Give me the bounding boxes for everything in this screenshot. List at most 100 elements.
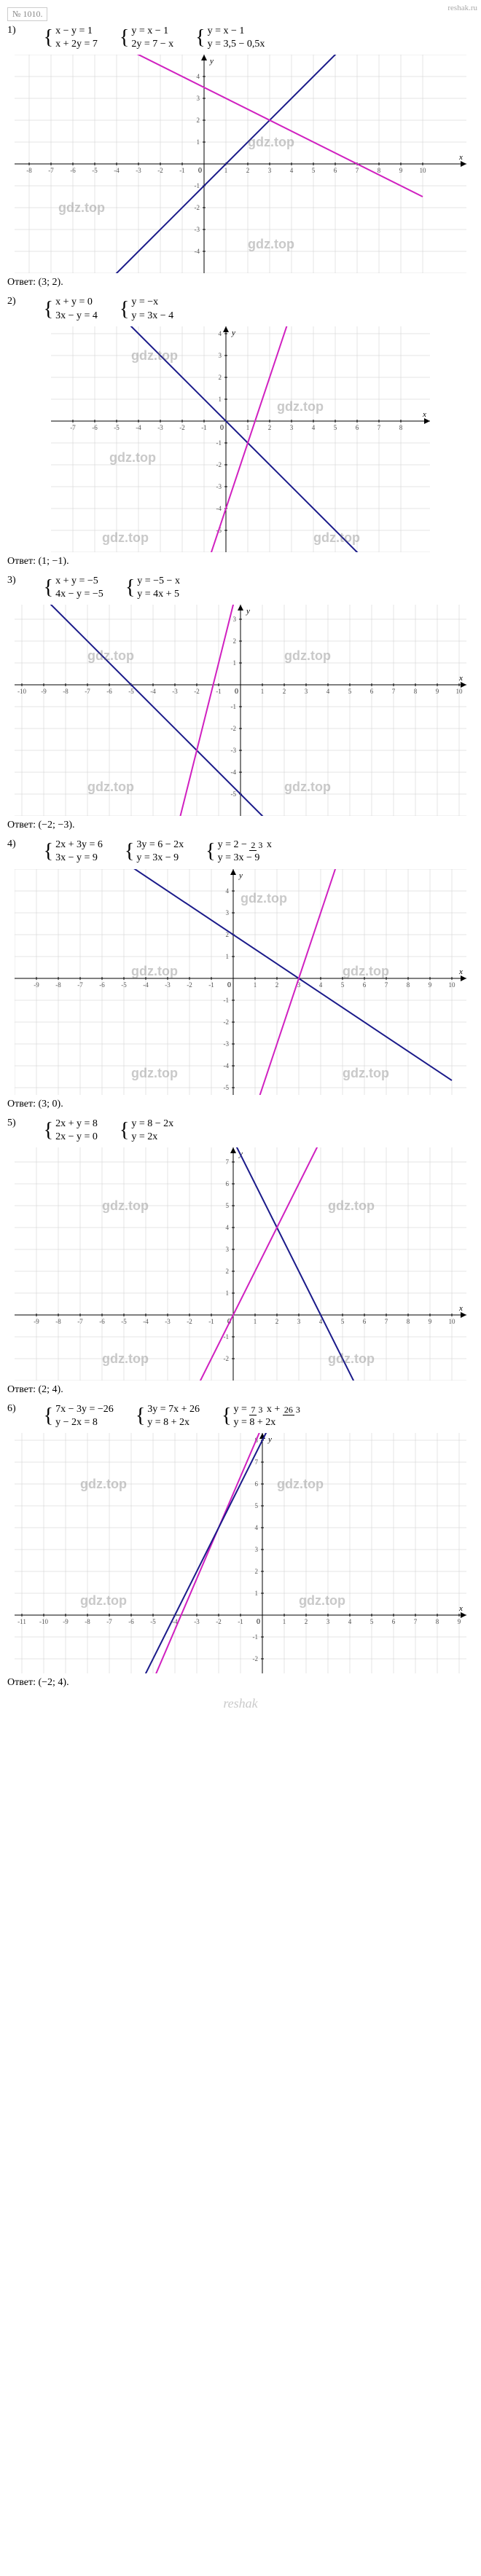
svg-text:-5: -5 bbox=[231, 790, 237, 798]
equation: y = 8 − 2x bbox=[131, 1118, 173, 1131]
svg-text:0: 0 bbox=[220, 424, 224, 432]
svg-text:2: 2 bbox=[283, 688, 286, 695]
svg-text:-3: -3 bbox=[136, 167, 141, 174]
svg-text:-6: -6 bbox=[70, 167, 76, 174]
equation-system: {3y = 6 − 2xy = 3x − 9 bbox=[125, 839, 184, 865]
svg-text:9: 9 bbox=[458, 1618, 461, 1625]
svg-text:-3: -3 bbox=[231, 747, 237, 754]
equation-system: {y = 2 − 23 xy = 3x − 9 bbox=[206, 839, 272, 865]
svg-text:4: 4 bbox=[290, 167, 294, 174]
equation: y = 3,5 − 0,5x bbox=[208, 38, 265, 51]
svg-text:x: x bbox=[458, 967, 463, 976]
equation-system: {y = 8 − 2xy = 2x bbox=[120, 1118, 173, 1144]
svg-text:-10: -10 bbox=[39, 1618, 48, 1625]
svg-text:x: x bbox=[458, 1604, 463, 1613]
equation: 2x + 3y = 6 bbox=[55, 839, 103, 852]
coordinate-graph: -10-9-8-7-6-5-4-3-2-112345678910-5-4-3-2… bbox=[15, 605, 466, 816]
svg-text:-2: -2 bbox=[179, 424, 185, 431]
svg-text:-9: -9 bbox=[41, 688, 47, 695]
svg-text:x: x bbox=[458, 674, 463, 683]
equation-system: {x + y = −54x − y = −5 bbox=[44, 575, 103, 601]
svg-text:3: 3 bbox=[197, 95, 200, 102]
svg-text:8: 8 bbox=[407, 1318, 410, 1325]
svg-text:8: 8 bbox=[399, 424, 403, 431]
problem: 6){7x − 3y = −26y − 2x = 8{3y = 7x + 26y… bbox=[7, 1403, 474, 1689]
problem: 1){x − y = 1x + 2y = 7{y = x − 12y = 7 −… bbox=[7, 25, 474, 288]
svg-text:7: 7 bbox=[385, 1318, 388, 1325]
svg-text:-1: -1 bbox=[216, 688, 222, 695]
svg-text:9: 9 bbox=[429, 1318, 432, 1325]
answer: Ответ: (1; −1). bbox=[7, 556, 474, 568]
svg-text:2: 2 bbox=[226, 1268, 230, 1275]
svg-text:7: 7 bbox=[385, 981, 388, 989]
svg-text:-3: -3 bbox=[216, 483, 222, 490]
coordinate-graph: -7-6-5-4-3-2-112345678-5-4-3-2-11234yx0 bbox=[51, 326, 430, 552]
svg-text:-3: -3 bbox=[165, 1318, 171, 1325]
equation: 2y = 7 − x bbox=[131, 38, 173, 51]
svg-text:-8: -8 bbox=[55, 981, 61, 989]
equation: y = x − 1 bbox=[131, 25, 173, 38]
svg-text:-1: -1 bbox=[231, 703, 237, 710]
svg-text:0: 0 bbox=[227, 981, 231, 989]
svg-text:-5: -5 bbox=[114, 424, 120, 431]
equation: y = 3x − 9 bbox=[136, 852, 184, 865]
svg-text:-2: -2 bbox=[216, 461, 222, 468]
svg-text:2: 2 bbox=[268, 424, 272, 431]
equation: y = 8 + 2x bbox=[147, 1416, 200, 1429]
svg-text:-7: -7 bbox=[85, 688, 90, 695]
svg-text:6: 6 bbox=[334, 167, 337, 174]
answer: Ответ: (2; 4). bbox=[7, 1384, 474, 1396]
svg-text:5: 5 bbox=[341, 981, 345, 989]
svg-text:7: 7 bbox=[414, 1618, 418, 1625]
equation: y = 3x − 4 bbox=[131, 310, 173, 323]
svg-text:1: 1 bbox=[255, 1590, 259, 1597]
answer: Ответ: (3; 2). bbox=[7, 277, 474, 288]
svg-text:5: 5 bbox=[255, 1502, 259, 1509]
problem: 3){x + y = −54x − y = −5{y = −5 − xy = 4… bbox=[7, 575, 474, 831]
svg-text:0: 0 bbox=[235, 688, 238, 696]
svg-text:-2: -2 bbox=[157, 167, 163, 174]
svg-text:3: 3 bbox=[226, 1246, 230, 1253]
svg-text:-7: -7 bbox=[106, 1618, 112, 1625]
svg-text:3: 3 bbox=[297, 1318, 301, 1325]
coordinate-graph: -8-7-6-5-4-3-2-112345678910-4-3-2-11234y… bbox=[15, 55, 466, 273]
svg-text:-5: -5 bbox=[128, 688, 134, 695]
svg-text:10: 10 bbox=[420, 167, 427, 174]
svg-text:1: 1 bbox=[226, 953, 230, 960]
answer: Ответ: (−2; 4). bbox=[7, 1677, 474, 1689]
svg-text:-8: -8 bbox=[26, 167, 32, 174]
svg-text:3: 3 bbox=[326, 1618, 330, 1625]
svg-text:4: 4 bbox=[312, 424, 316, 431]
graph-container: -11-10-9-8-7-6-5-4-3-2-1123456789-2-1123… bbox=[15, 1433, 466, 1673]
svg-text:-3: -3 bbox=[165, 981, 171, 989]
svg-text:-4: -4 bbox=[114, 167, 120, 174]
svg-text:-1: -1 bbox=[179, 167, 185, 174]
svg-text:-1: -1 bbox=[216, 439, 222, 447]
svg-text:-1: -1 bbox=[208, 1318, 214, 1325]
svg-text:-1: -1 bbox=[208, 981, 214, 989]
coordinate-graph: -11-10-9-8-7-6-5-4-3-2-1123456789-2-1123… bbox=[15, 1433, 466, 1673]
svg-text:-5: -5 bbox=[92, 167, 98, 174]
problem-num: 1) bbox=[7, 25, 16, 36]
problem: 5){2x + y = 82x − y = 0{y = 8 − 2xy = 2x… bbox=[7, 1118, 474, 1396]
svg-text:2: 2 bbox=[305, 1618, 308, 1625]
svg-text:-5: -5 bbox=[121, 981, 127, 989]
svg-text:-3: -3 bbox=[157, 424, 163, 431]
coordinate-graph: -9-8-7-6-5-4-3-2-112345678910-2-11234567… bbox=[15, 1147, 466, 1381]
equation-system: {2x + y = 82x − y = 0 bbox=[44, 1118, 98, 1144]
equation-system: {y = 73 x + 263y = 8 + 2x bbox=[222, 1403, 302, 1429]
svg-text:6: 6 bbox=[356, 424, 359, 431]
svg-text:-7: -7 bbox=[77, 981, 83, 989]
equation: y − 2x = 8 bbox=[55, 1416, 114, 1429]
equation-system: {x − y = 1x + 2y = 7 bbox=[44, 25, 98, 51]
svg-text:-6: -6 bbox=[128, 1618, 134, 1625]
problem-num: 4) bbox=[7, 839, 16, 850]
svg-text:5: 5 bbox=[226, 1202, 230, 1209]
svg-text:2: 2 bbox=[275, 981, 279, 989]
equations-row: 3){x + y = −54x − y = −5{y = −5 − xy = 4… bbox=[7, 575, 474, 601]
equation: x + y = 0 bbox=[55, 296, 98, 309]
svg-text:1: 1 bbox=[197, 138, 200, 146]
svg-text:-4: -4 bbox=[195, 248, 200, 255]
svg-text:-1: -1 bbox=[195, 182, 200, 189]
svg-text:7: 7 bbox=[226, 1158, 230, 1166]
